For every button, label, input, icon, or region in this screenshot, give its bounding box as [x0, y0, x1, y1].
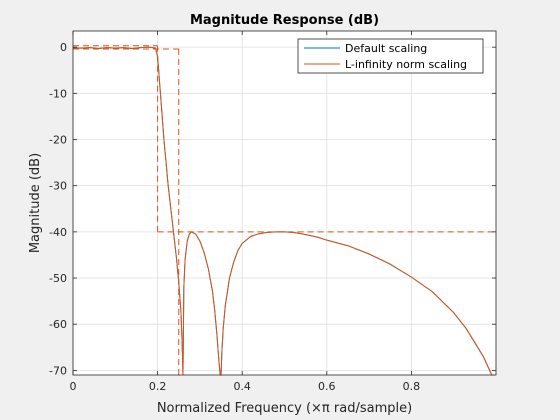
legend[interactable]: Default scaling L-infinity norm scaling — [297, 38, 484, 74]
legend-label-default-scaling: Default scaling — [345, 42, 427, 55]
x-tick-label: 0.8 — [403, 380, 421, 393]
y-tick-label: -40 — [49, 226, 67, 239]
y-tick-label: -70 — [49, 364, 67, 377]
spec-mask — [73, 45, 496, 375]
x-tick-label: 0.2 — [149, 380, 167, 393]
legend-box — [297, 38, 484, 74]
x-axis-label: Normalized Frequency (×π rad/sample) — [157, 401, 412, 416]
legend-label-linf-scaling: L-infinity norm scaling — [345, 58, 467, 71]
x-tick-label: 0.4 — [233, 380, 251, 393]
y-tick-label: 0 — [60, 41, 67, 54]
series-line-linf-scaling — [73, 46, 494, 376]
y-tick-label: -20 — [49, 134, 67, 147]
x-tick-label: 0 — [70, 380, 77, 393]
series-lines — [73, 46, 494, 376]
y-tick-label: -60 — [49, 318, 67, 331]
axes-box — [72, 30, 497, 376]
y-tick-label: -50 — [49, 272, 67, 285]
plot-area — [73, 31, 496, 375]
y-tick-label: -30 — [49, 180, 67, 193]
y-tick-label: -10 — [49, 87, 67, 100]
ticks: 0 0.2 0.4 0.6 0.8 0 -10 -20 -30 -40 -50 -60 -70 — [49, 31, 496, 393]
x-tick-label: 0.6 — [318, 380, 336, 393]
y-axis-label: Magnitude (dB) — [28, 153, 43, 253]
chart-title: Magnitude Response (dB) — [190, 13, 379, 28]
